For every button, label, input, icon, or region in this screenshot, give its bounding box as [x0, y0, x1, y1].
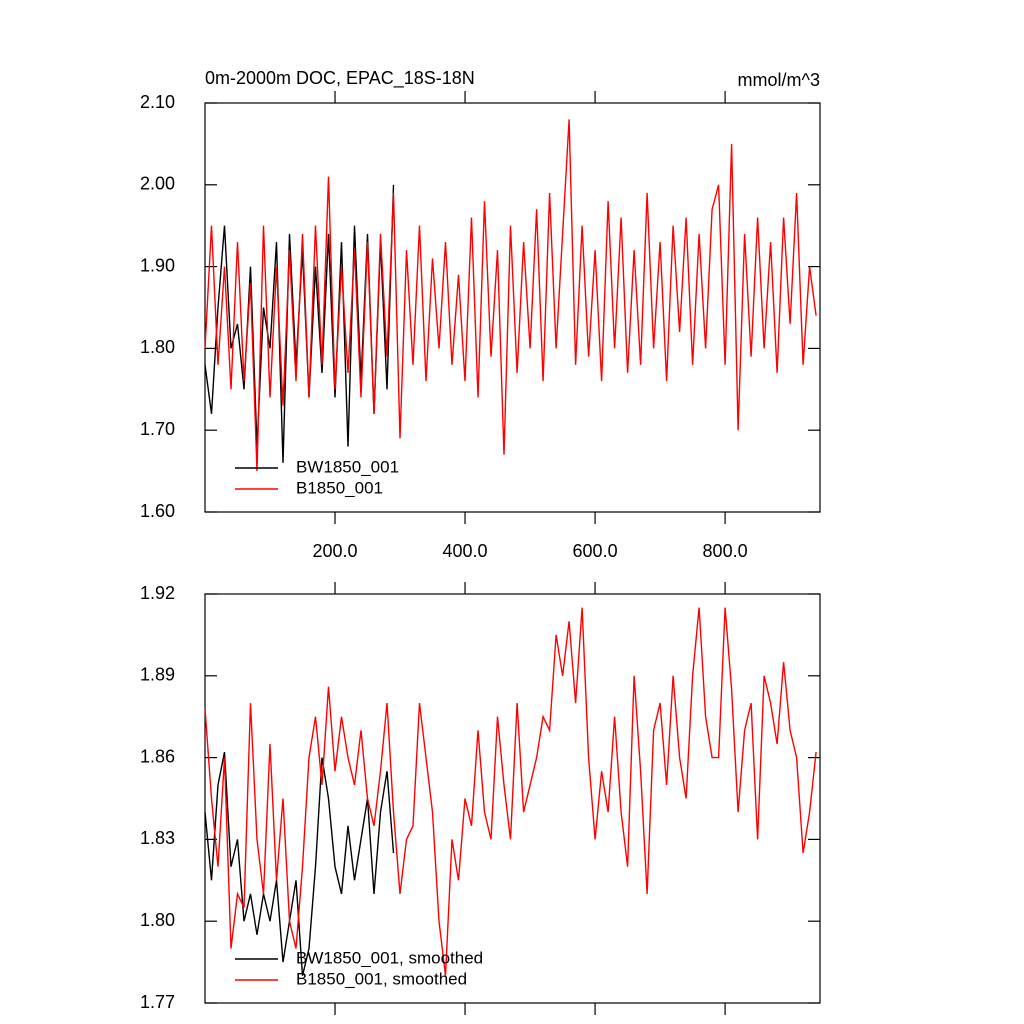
y-tick-label: 1.80: [140, 910, 175, 930]
series-line: [204, 607, 817, 976]
x-tick-label: 400.0: [443, 541, 488, 561]
y-tick-label: 1.92: [140, 583, 175, 603]
plot-frame: [204, 102, 821, 513]
series-line: [204, 751, 395, 976]
legend-label: BW1850_001, smoothed: [296, 948, 483, 967]
y-tick-label: 1.89: [140, 665, 175, 685]
y-tick-label: 1.80: [140, 337, 175, 357]
y-tick-label: 1.60: [140, 501, 175, 521]
y-tick-label: 1.77: [140, 992, 175, 1012]
x-tick-label: 600.0: [573, 541, 618, 561]
legend-label: B1850_001: [296, 478, 383, 497]
chart-title: 0m-2000m DOC, EPAC_18S-18N: [205, 68, 475, 89]
y-tick-label: 1.90: [140, 255, 175, 275]
y-tick-label: 1.86: [140, 746, 175, 766]
legend-label: B1850_001, smoothed: [296, 969, 467, 988]
units-label: mmol/m^3: [738, 70, 820, 90]
x-tick-label: 800.0: [703, 541, 748, 561]
x-tick-label: 200.0: [312, 541, 357, 561]
y-tick-label: 2.10: [140, 92, 175, 112]
legend-label: BW1850_001: [296, 457, 399, 476]
series-line: [204, 119, 817, 472]
plot-frame: [204, 593, 821, 1004]
y-tick-label: 2.00: [140, 174, 175, 194]
y-tick-label: 1.70: [140, 419, 175, 439]
y-tick-label: 1.83: [140, 828, 175, 848]
